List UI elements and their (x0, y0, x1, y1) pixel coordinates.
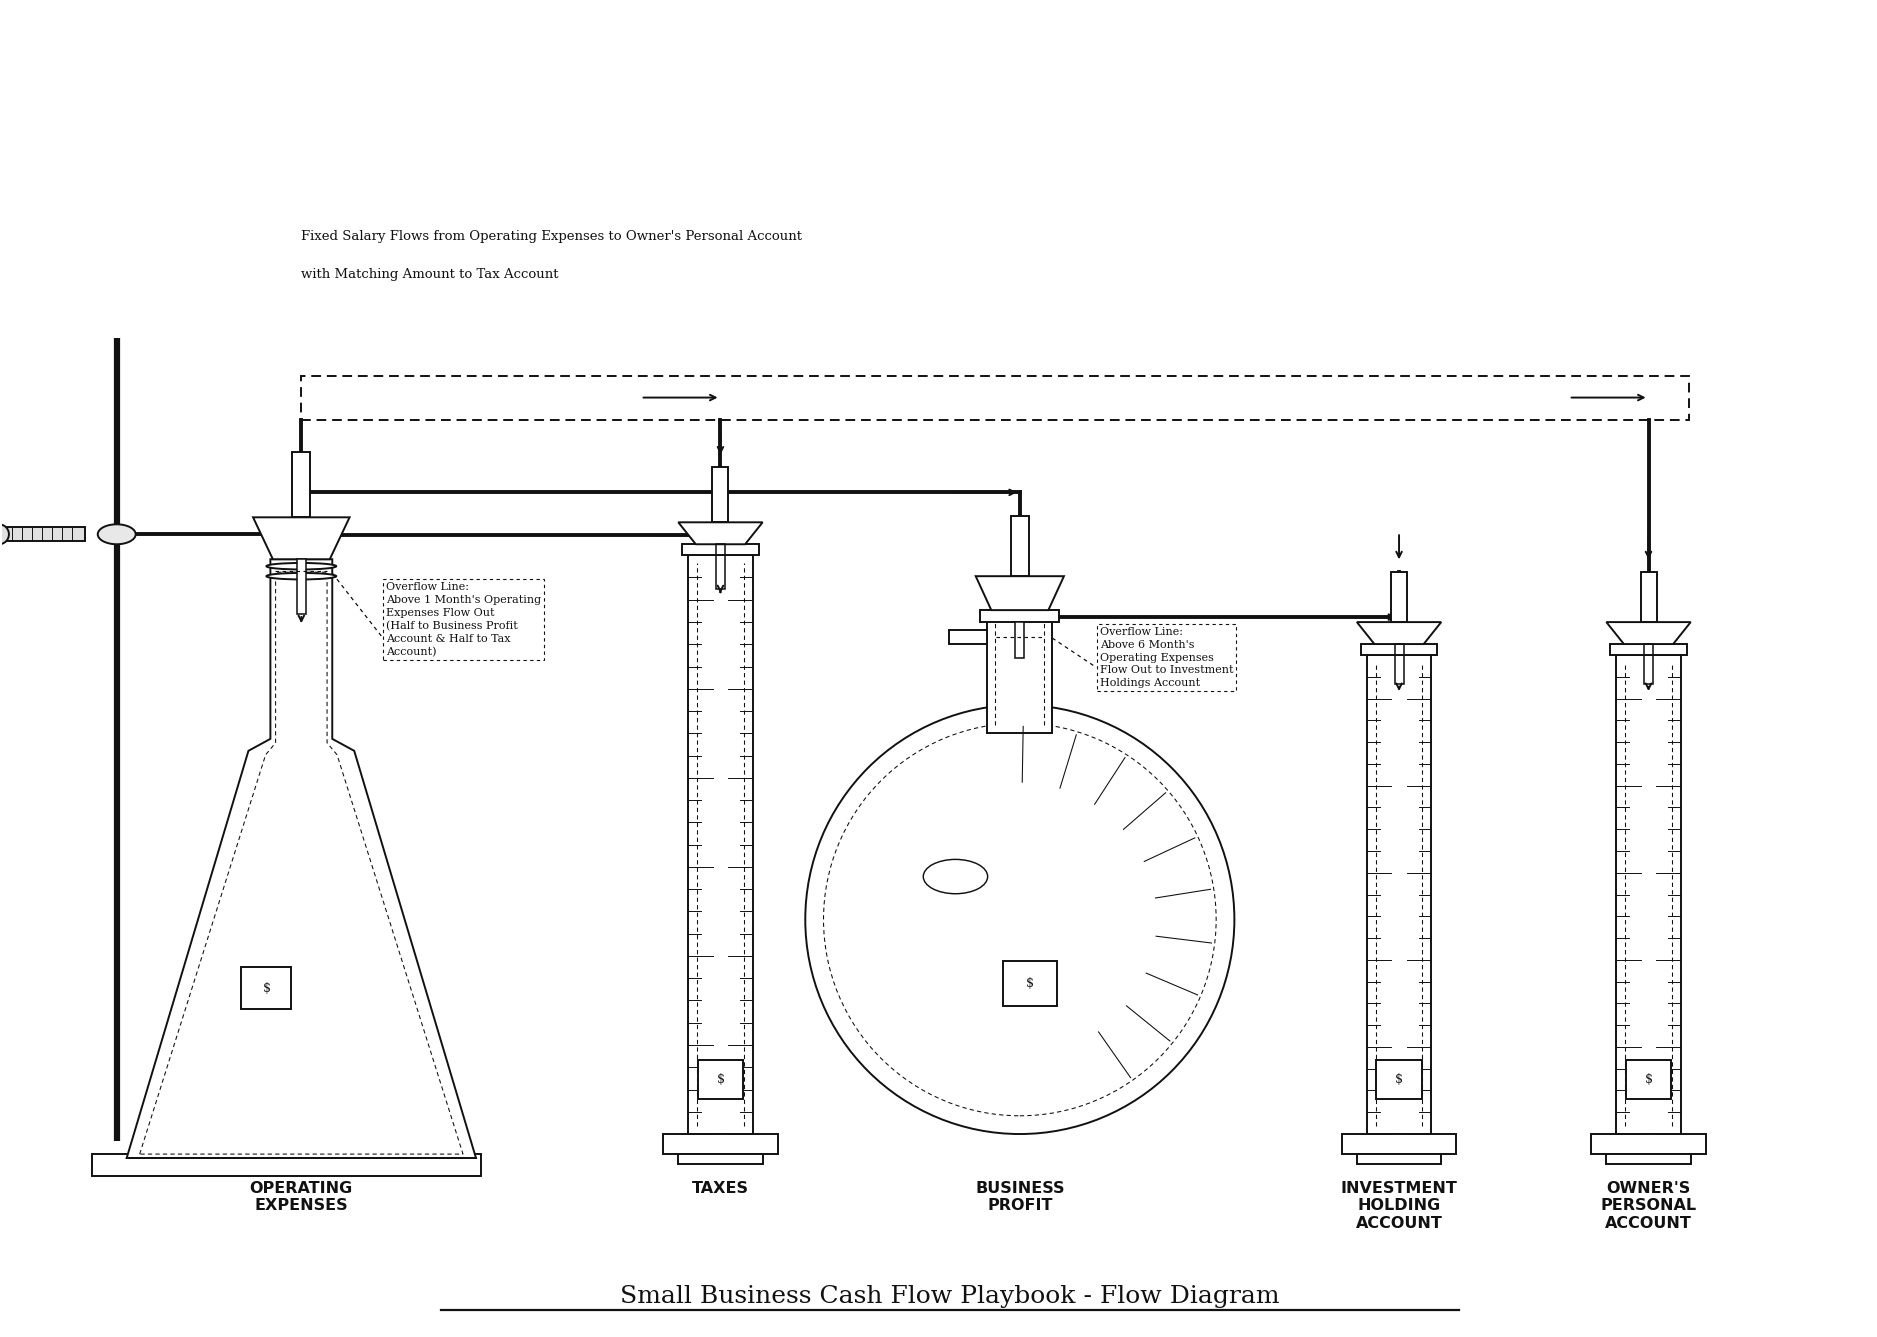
FancyBboxPatch shape (293, 452, 310, 517)
FancyBboxPatch shape (1592, 1134, 1706, 1154)
FancyBboxPatch shape (950, 630, 987, 644)
FancyBboxPatch shape (297, 559, 306, 614)
FancyBboxPatch shape (698, 1060, 743, 1099)
Text: $: $ (1395, 1072, 1402, 1086)
FancyBboxPatch shape (663, 1134, 777, 1154)
Ellipse shape (267, 574, 336, 579)
FancyBboxPatch shape (1376, 1060, 1423, 1099)
Text: Overflow Line:
Above 6 Month's
Operating Expenses
Flow Out to Investment
Holding: Overflow Line: Above 6 Month's Operating… (1100, 627, 1233, 689)
FancyBboxPatch shape (678, 1154, 762, 1165)
Text: TAXES: TAXES (693, 1181, 749, 1195)
Polygon shape (126, 559, 477, 1158)
FancyBboxPatch shape (1640, 572, 1657, 622)
FancyBboxPatch shape (1625, 1060, 1672, 1099)
Text: $: $ (263, 981, 270, 995)
FancyBboxPatch shape (1342, 1134, 1457, 1154)
FancyBboxPatch shape (987, 610, 1053, 733)
FancyBboxPatch shape (681, 544, 758, 555)
Polygon shape (253, 517, 349, 559)
Text: Overflow Line:
Above 1 Month's Operating
Expenses Flow Out
(Half to Business Pro: Overflow Line: Above 1 Month's Operating… (387, 582, 541, 656)
Polygon shape (1607, 622, 1691, 644)
Polygon shape (976, 576, 1064, 610)
Text: BUSINESS
PROFIT: BUSINESS PROFIT (974, 1181, 1064, 1214)
FancyBboxPatch shape (1002, 961, 1057, 1007)
FancyBboxPatch shape (689, 555, 753, 1134)
Text: OPERATING
EXPENSES: OPERATING EXPENSES (250, 1181, 353, 1214)
FancyBboxPatch shape (92, 1154, 481, 1177)
Polygon shape (1357, 622, 1442, 644)
FancyBboxPatch shape (242, 968, 291, 1009)
Ellipse shape (267, 563, 336, 570)
FancyBboxPatch shape (1391, 572, 1408, 622)
Polygon shape (678, 523, 762, 544)
Text: INVESTMENT
HOLDING
ACCOUNT: INVESTMENT HOLDING ACCOUNT (1340, 1181, 1457, 1231)
FancyBboxPatch shape (1366, 655, 1432, 1134)
FancyBboxPatch shape (1607, 1154, 1691, 1165)
Text: OWNER'S
PERSONAL
ACCOUNT: OWNER'S PERSONAL ACCOUNT (1601, 1181, 1697, 1231)
Text: $: $ (1644, 1072, 1652, 1086)
FancyBboxPatch shape (1616, 655, 1682, 1134)
Text: with Matching Amount to Tax Account: with Matching Amount to Tax Account (302, 267, 559, 281)
Text: $: $ (1027, 977, 1034, 991)
Text: Fixed Salary Flows from Operating Expenses to Owner's Personal Account: Fixed Salary Flows from Operating Expens… (302, 230, 801, 243)
Text: $: $ (717, 1072, 725, 1086)
FancyBboxPatch shape (980, 610, 1059, 622)
Text: Small Business Cash Flow Playbook - Flow Diagram: Small Business Cash Flow Playbook - Flow… (619, 1285, 1280, 1308)
FancyBboxPatch shape (1361, 644, 1438, 655)
FancyBboxPatch shape (1015, 622, 1025, 658)
Ellipse shape (98, 524, 135, 544)
Circle shape (805, 705, 1235, 1134)
FancyBboxPatch shape (1357, 1154, 1442, 1165)
FancyBboxPatch shape (8, 527, 84, 541)
FancyBboxPatch shape (1610, 644, 1687, 655)
Ellipse shape (0, 524, 9, 544)
FancyBboxPatch shape (713, 468, 728, 523)
FancyBboxPatch shape (1012, 516, 1029, 576)
